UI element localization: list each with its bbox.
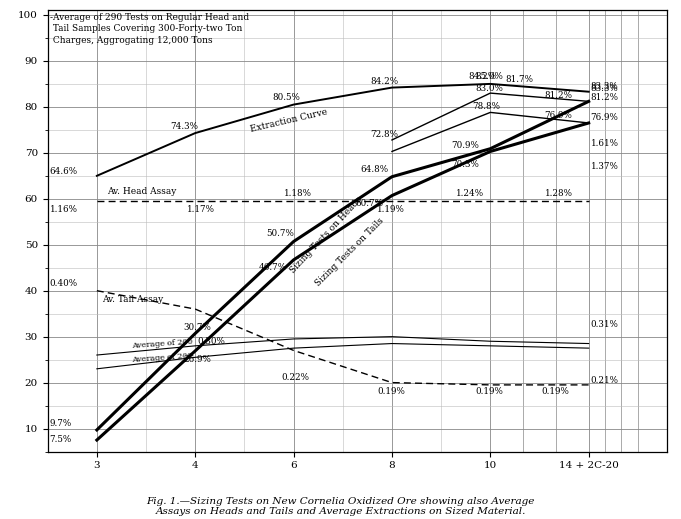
Text: 72.8%: 72.8% xyxy=(370,130,398,139)
Text: 70.9%: 70.9% xyxy=(451,141,479,150)
Text: 76.9%: 76.9% xyxy=(590,113,618,122)
Text: 84.2%: 84.2% xyxy=(469,72,497,81)
Text: 1.37%: 1.37% xyxy=(590,162,618,171)
Text: 0.22%: 0.22% xyxy=(282,373,310,383)
Text: Av. Tail Assay: Av. Tail Assay xyxy=(101,295,163,304)
Text: Average of 200: Average of 200 xyxy=(131,338,193,350)
Text: 1.17%: 1.17% xyxy=(187,204,215,214)
Text: 74.3%: 74.3% xyxy=(171,122,199,131)
Text: 0.30%: 0.30% xyxy=(197,336,225,346)
Text: 83.3%: 83.3% xyxy=(590,84,618,93)
Text: 7.5%: 7.5% xyxy=(50,435,72,444)
Text: 30.7%: 30.7% xyxy=(183,323,211,332)
Text: Average of 200: Average of 200 xyxy=(131,352,193,364)
Text: Sizing Tests on Tails: Sizing Tests on Tails xyxy=(313,216,385,289)
Text: 0.21%: 0.21% xyxy=(590,376,618,385)
Text: 70.3%: 70.3% xyxy=(451,160,479,169)
Text: 83.3%: 83.3% xyxy=(590,81,618,90)
Text: 83.0%: 83.0% xyxy=(475,84,503,93)
Text: 78.8%: 78.8% xyxy=(473,102,501,111)
Text: 0.19%: 0.19% xyxy=(541,387,569,396)
Text: 84.2%: 84.2% xyxy=(370,77,398,86)
Text: 1.24%: 1.24% xyxy=(456,189,484,198)
Text: Extraction Curve: Extraction Curve xyxy=(249,107,328,134)
Text: -Average of 290 Tests on Regular Head and
 Tail Samples Covering 300-Forty-two T: -Average of 290 Tests on Regular Head an… xyxy=(50,12,249,45)
Text: 50.7%: 50.7% xyxy=(266,229,294,238)
Text: 81.2%: 81.2% xyxy=(544,91,573,100)
Text: 0.19%: 0.19% xyxy=(377,387,405,396)
Text: 60.7%: 60.7% xyxy=(355,199,383,208)
Text: Sizing Tests on Heads: Sizing Tests on Heads xyxy=(289,195,364,275)
Text: 85.0%: 85.0% xyxy=(475,72,503,81)
Text: 26.9%: 26.9% xyxy=(183,355,211,364)
Text: 9.7%: 9.7% xyxy=(50,419,72,428)
Text: 1.28%: 1.28% xyxy=(544,189,573,198)
Text: 0.40%: 0.40% xyxy=(50,279,78,288)
Text: Fig. 1.—Sizing Tests on New Cornelia Oxidized Ore showing also Average
Assays on: Fig. 1.—Sizing Tests on New Cornelia Oxi… xyxy=(146,497,535,516)
Text: 46.7%: 46.7% xyxy=(259,263,287,272)
Text: 1.19%: 1.19% xyxy=(377,204,405,214)
Text: Av. Head Assay: Av. Head Assay xyxy=(107,187,176,196)
Text: 64.6%: 64.6% xyxy=(50,167,78,175)
Text: 81.2%: 81.2% xyxy=(590,93,618,102)
Text: 64.8%: 64.8% xyxy=(360,165,389,174)
Text: 76.9%: 76.9% xyxy=(544,112,572,120)
Text: 80.5%: 80.5% xyxy=(272,93,300,102)
Text: 1.61%: 1.61% xyxy=(590,139,618,148)
Text: 0.31%: 0.31% xyxy=(590,320,618,330)
Text: 1.16%: 1.16% xyxy=(50,204,78,214)
Text: 0.19%: 0.19% xyxy=(475,387,503,396)
Text: 81.7%: 81.7% xyxy=(505,75,533,84)
Text: 1.18%: 1.18% xyxy=(284,189,312,198)
